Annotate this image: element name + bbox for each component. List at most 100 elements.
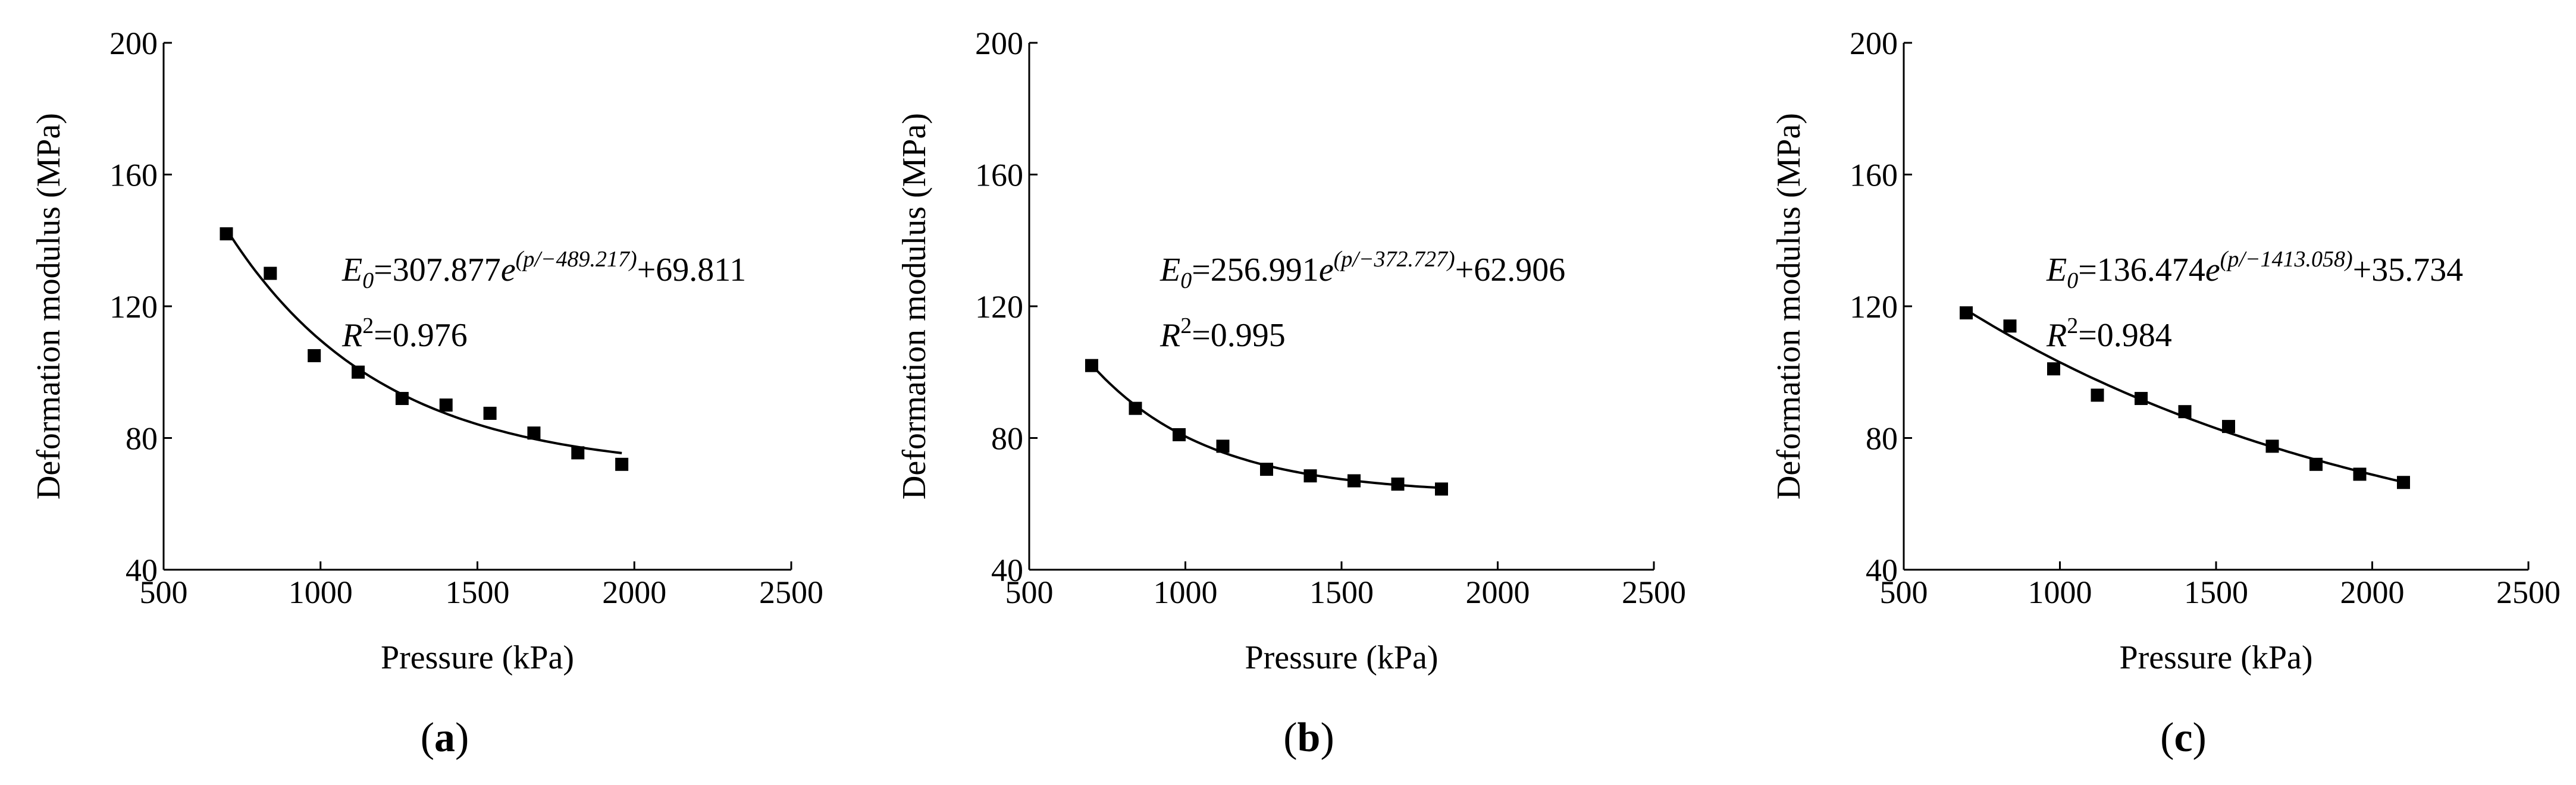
eq-exp-base: e (1319, 252, 1334, 288)
data-point (483, 406, 497, 420)
x-tick-label: 2500 (759, 574, 823, 610)
data-point (1216, 439, 1230, 453)
data-point (615, 457, 629, 471)
y-tick-label: 160 (109, 158, 158, 193)
x-axis-title: Pressure (kPa) (2119, 639, 2312, 676)
x-tick-label: 2500 (2496, 574, 2561, 610)
y-tick-label: 80 (126, 421, 158, 457)
y-axis-title: Deformation modulus (MPa) (1770, 113, 1807, 500)
panel-label-letter: b (1298, 715, 1321, 761)
panel-label: (b) (1283, 715, 1334, 761)
r-squared: R2=0.995 (1159, 313, 1286, 354)
data-point (2047, 362, 2060, 376)
x-tick-label: 2000 (602, 574, 666, 610)
eq-offset: +35.734 (2353, 252, 2464, 288)
y-tick-label: 40 (991, 552, 1023, 588)
data-point (264, 266, 277, 280)
fit-equation: E0=256.991e(p/−372.727)+62.906 (1159, 247, 1565, 293)
x-tick-label: 1000 (2028, 574, 2092, 610)
y-axis-title: Deformation modulus (MPa) (30, 113, 67, 500)
panel-label: (a) (421, 715, 469, 761)
data-point (2397, 476, 2410, 489)
data-point (1347, 474, 1361, 488)
panel-label: (c) (2160, 715, 2207, 761)
r2-value: =0.976 (374, 317, 468, 354)
panel-label-close-paren: ) (2193, 715, 2207, 761)
y-axis-title: Deformation modulus (MPa) (896, 113, 933, 500)
y-tick-label: 160 (975, 158, 1023, 193)
r-squared: R2=0.984 (2046, 313, 2172, 354)
eq-exponent: (p/−372.727) (1334, 247, 1455, 272)
y-tick-label: 120 (109, 289, 158, 325)
x-axis-title: Pressure (kPa) (381, 639, 574, 676)
x-tick-label: 1500 (446, 574, 510, 610)
data-point (2353, 467, 2367, 481)
y-tick-label: 80 (1866, 421, 1898, 457)
data-point (439, 398, 453, 412)
fit-curve (1965, 309, 2404, 483)
data-point (395, 392, 409, 406)
r2-symbol: R (2046, 317, 2067, 354)
eq-lhs: E (1159, 252, 1180, 288)
data-point (2222, 420, 2235, 434)
chart-panel-c: 40 80 120 160 200 500 1000 1500 2000 2500 Pressure… (1770, 26, 2561, 761)
eq-exponent: (p/−1413.058) (2220, 247, 2353, 272)
eq-offset: +62.906 (1455, 252, 1566, 288)
fit-equation: E0=136.474e(p/−1413.058)+35.734 (2046, 247, 2463, 293)
eq-lhs: E (2046, 252, 2067, 288)
x-tick-label: 1500 (2184, 574, 2248, 610)
chart-panel-b: 40 80 120 160 200 500 1000 1500 2000 2500 Pressure… (896, 26, 1686, 761)
chart-panel-a: 40 80 120 160 200 500 1000 1500 2000 2500 Pressure… (30, 26, 823, 761)
r-squared: R2=0.976 (341, 313, 468, 354)
r2-superscript: 2 (1180, 313, 1192, 338)
eq-exponent: (p/−489.217) (516, 247, 637, 272)
y-tick-label: 160 (1850, 158, 1898, 193)
data-point (1303, 469, 1317, 483)
y-tick-label: 200 (975, 26, 1023, 61)
r2-superscript: 2 (2067, 313, 2078, 338)
eq-coefficient: =307.877 (374, 252, 501, 288)
panel-label-letter: c (2174, 715, 2192, 761)
data-point (527, 426, 541, 440)
data-point (2135, 392, 2148, 406)
data-point (1129, 401, 1142, 415)
eq-lhs: E (341, 252, 362, 288)
panel-label-open-paren: ( (421, 715, 434, 761)
data-point (308, 349, 321, 363)
y-tick-label: 80 (991, 421, 1023, 457)
eq-coefficient: =136.474 (2078, 252, 2205, 288)
fit-equation: E0=307.877e(p/−489.217)+69.811 (341, 247, 746, 293)
x-tick-label: 1500 (1309, 574, 1374, 610)
x-tick-label: 2500 (1622, 574, 1686, 610)
x-tick-label: 500 (1005, 574, 1054, 610)
x-tick-label: 1000 (289, 574, 353, 610)
eq-coefficient: =256.991 (1192, 252, 1319, 288)
y-tick-label: 40 (1866, 552, 1898, 588)
data-point (2265, 439, 2279, 453)
data-point (1435, 482, 1448, 496)
r2-value: =0.995 (1192, 317, 1286, 354)
y-tick-label: 200 (109, 26, 158, 61)
x-tick-label: 1000 (1154, 574, 1218, 610)
data-point (1960, 306, 1973, 320)
data-point (2309, 457, 2323, 471)
fit-curve (225, 228, 622, 454)
x-axis-title: Pressure (kPa) (1245, 639, 1438, 676)
eq-exp-base: e (501, 252, 516, 288)
y-tick-label: 40 (126, 552, 158, 588)
x-tick-label: 2000 (2340, 574, 2405, 610)
panel-label-letter: a (434, 715, 455, 761)
x-tick-label: 500 (1880, 574, 1928, 610)
eq-offset: +69.811 (637, 252, 747, 288)
data-point (2003, 319, 2017, 333)
eq-subscript: 0 (1180, 268, 1192, 293)
panel-label-close-paren: ) (455, 715, 469, 761)
data-point (220, 227, 233, 241)
x-tick-label: 2000 (1466, 574, 1530, 610)
y-tick-label: 200 (1850, 26, 1898, 61)
x-tick-label: 500 (140, 574, 188, 610)
data-point (1085, 359, 1098, 372)
r2-value: =0.984 (2078, 317, 2172, 354)
data-point (1173, 428, 1186, 441)
panel-label-open-paren: ( (1283, 715, 1297, 761)
